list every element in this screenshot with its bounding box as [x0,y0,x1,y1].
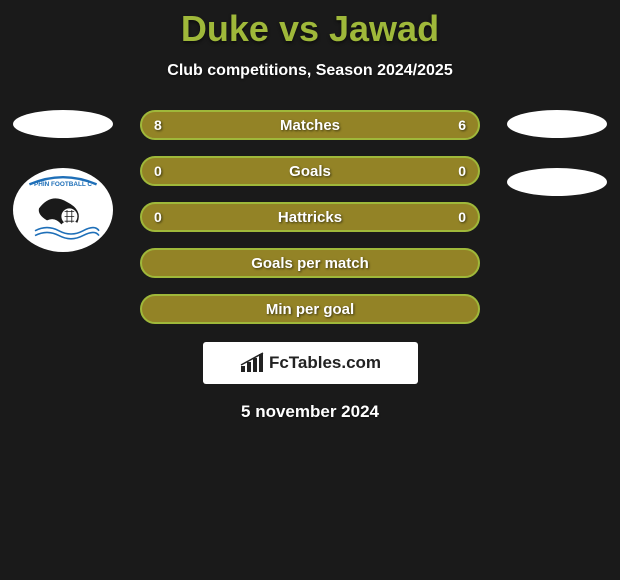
stat-label: Goals per match [251,255,369,272]
stat-label: Goals [289,163,331,180]
stat-left-value: 0 [154,209,162,225]
bars-icon [239,352,265,374]
stat-row: 0 Goals 0 [140,156,480,186]
page-title: Duke vs Jawad [0,0,620,50]
right-club-placeholder [507,168,607,196]
stat-row: 0 Hattricks 0 [140,202,480,232]
stat-left-value: 8 [154,117,162,133]
comparison-content: PHIN FOOTBALL C 8 Matches 6 0 Goals 0 0 … [0,110,620,422]
subtitle: Club competitions, Season 2024/2025 [0,62,620,80]
stat-label: Min per goal [266,301,354,318]
stat-label: Matches [280,117,340,134]
stat-right-value: 0 [458,209,466,225]
dolphin-club-icon: PHIN FOOTBALL C [23,175,103,245]
left-player-placeholder [13,110,113,138]
left-club-logo: PHIN FOOTBALL C [13,168,113,252]
stat-row: 8 Matches 6 [140,110,480,140]
date-text: 5 november 2024 [0,402,620,422]
right-player-column [502,110,612,196]
stat-right-value: 6 [458,117,466,133]
stat-row: Min per goal [140,294,480,324]
stat-left-value: 0 [154,163,162,179]
right-player-placeholder [507,110,607,138]
svg-text:PHIN FOOTBALL C: PHIN FOOTBALL C [34,181,92,188]
brand-text: FcTables.com [269,353,381,373]
left-player-column: PHIN FOOTBALL C [8,110,118,252]
stat-label: Hattricks [278,209,342,226]
stat-bars: 8 Matches 6 0 Goals 0 0 Hattricks 0 Goal… [140,110,480,324]
stat-row: Goals per match [140,248,480,278]
brand-badge: FcTables.com [203,342,418,384]
stat-right-value: 0 [458,163,466,179]
